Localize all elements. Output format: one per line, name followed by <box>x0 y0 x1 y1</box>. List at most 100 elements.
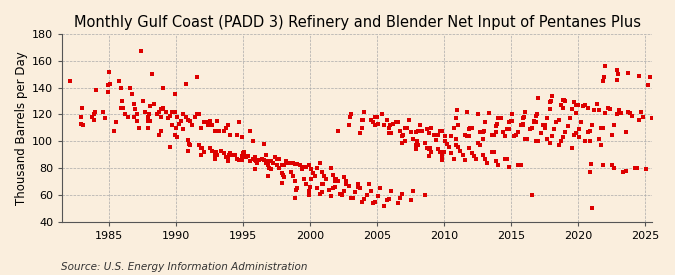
Point <box>269 155 280 160</box>
Point <box>566 107 577 111</box>
Point <box>479 128 489 133</box>
Point <box>368 201 379 205</box>
Point <box>622 71 633 75</box>
Point <box>618 170 628 174</box>
Point <box>638 115 649 119</box>
Point <box>344 183 354 188</box>
Point <box>404 118 414 122</box>
Point <box>176 119 186 123</box>
Point <box>450 136 461 141</box>
Point <box>651 170 662 174</box>
Point <box>105 81 115 86</box>
Point <box>240 155 251 160</box>
Point <box>153 109 164 114</box>
Point <box>477 136 488 141</box>
Point <box>198 150 209 154</box>
Point <box>259 158 269 162</box>
Point <box>354 131 365 135</box>
Point <box>406 130 416 134</box>
Point <box>462 134 472 138</box>
Point <box>136 49 146 54</box>
Point <box>207 123 218 127</box>
Point <box>489 150 500 154</box>
Point <box>439 134 450 138</box>
Point <box>560 99 570 103</box>
Point <box>564 116 575 121</box>
Point <box>344 123 354 127</box>
Point <box>379 204 390 208</box>
Point <box>500 156 510 161</box>
Point <box>78 123 88 127</box>
Point <box>533 96 544 101</box>
Point <box>392 120 403 125</box>
Point <box>120 112 131 117</box>
Point <box>569 132 580 137</box>
Point <box>250 155 261 160</box>
Point <box>437 154 448 158</box>
Point <box>356 126 367 130</box>
Point <box>482 161 493 165</box>
Point <box>450 143 461 147</box>
Point <box>238 150 249 154</box>
Point <box>272 156 283 161</box>
Point <box>317 170 327 174</box>
Point <box>479 120 490 125</box>
Point <box>580 139 591 144</box>
Point <box>363 182 374 186</box>
Point <box>653 80 664 84</box>
Point <box>237 151 248 156</box>
Point <box>515 163 526 167</box>
Point <box>495 116 506 121</box>
Point <box>86 115 97 119</box>
Point <box>545 99 556 103</box>
Point <box>571 131 582 135</box>
Point <box>327 186 338 190</box>
Point <box>641 167 651 172</box>
Point <box>622 109 633 114</box>
Point <box>524 127 535 131</box>
Point <box>330 185 341 189</box>
Point <box>417 128 428 133</box>
Point <box>290 179 300 184</box>
Point <box>158 106 169 110</box>
Point <box>211 119 222 123</box>
Point <box>504 164 515 169</box>
Point <box>419 193 430 197</box>
Point <box>184 142 194 146</box>
Point <box>612 68 622 72</box>
Point <box>544 140 555 145</box>
Point <box>245 159 256 164</box>
Point <box>250 167 261 172</box>
Point <box>165 144 176 149</box>
Point <box>468 154 479 158</box>
Point <box>560 130 570 134</box>
Point <box>232 132 242 137</box>
Point <box>421 127 432 131</box>
Point <box>571 103 582 107</box>
Point <box>589 108 599 112</box>
Point <box>526 126 537 130</box>
Point <box>325 194 336 199</box>
Point <box>520 136 531 141</box>
Point <box>513 163 524 167</box>
Point <box>535 131 546 135</box>
Point <box>276 181 287 185</box>
Point <box>491 130 502 134</box>
Point <box>558 97 568 102</box>
Point <box>276 171 287 176</box>
Point <box>170 126 181 130</box>
Point <box>504 120 515 125</box>
Point <box>593 108 604 112</box>
Point <box>448 126 459 130</box>
Point <box>419 140 430 145</box>
Point <box>185 119 196 123</box>
Point <box>211 152 222 157</box>
Point <box>600 111 611 115</box>
Point <box>554 118 564 122</box>
Point <box>196 126 207 130</box>
Point <box>586 162 597 166</box>
Point <box>165 114 176 118</box>
Point <box>209 128 220 133</box>
Point <box>540 123 551 127</box>
Point <box>522 136 533 141</box>
